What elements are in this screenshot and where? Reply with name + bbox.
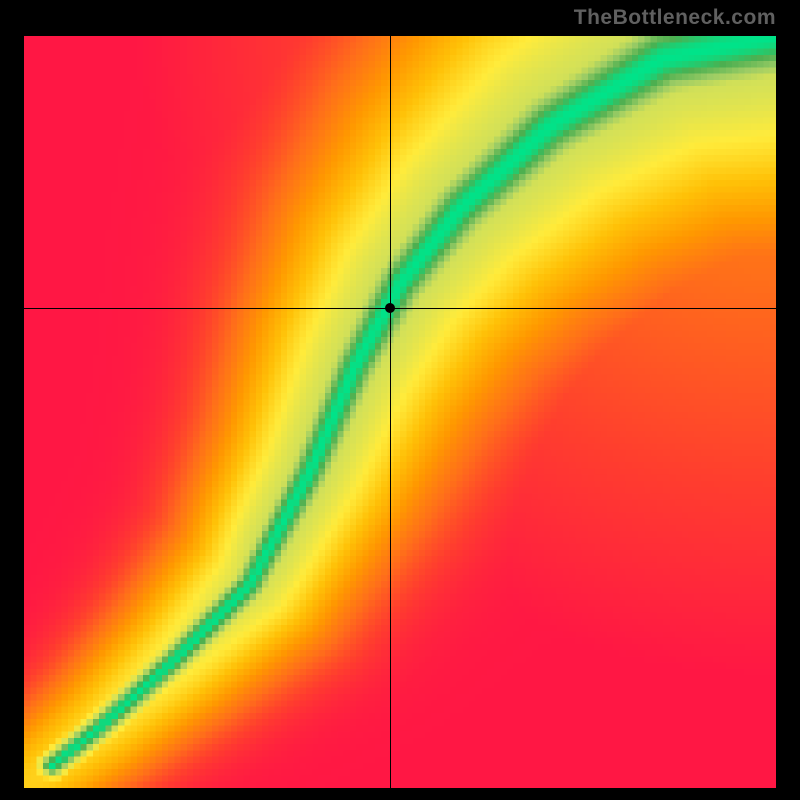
crosshair-vertical (390, 36, 391, 788)
crosshair-horizontal (24, 308, 776, 309)
watermark-text: TheBottleneck.com (574, 6, 776, 30)
heatmap-plot (24, 36, 776, 788)
marker-dot (385, 303, 395, 313)
heatmap-canvas (24, 36, 776, 788)
